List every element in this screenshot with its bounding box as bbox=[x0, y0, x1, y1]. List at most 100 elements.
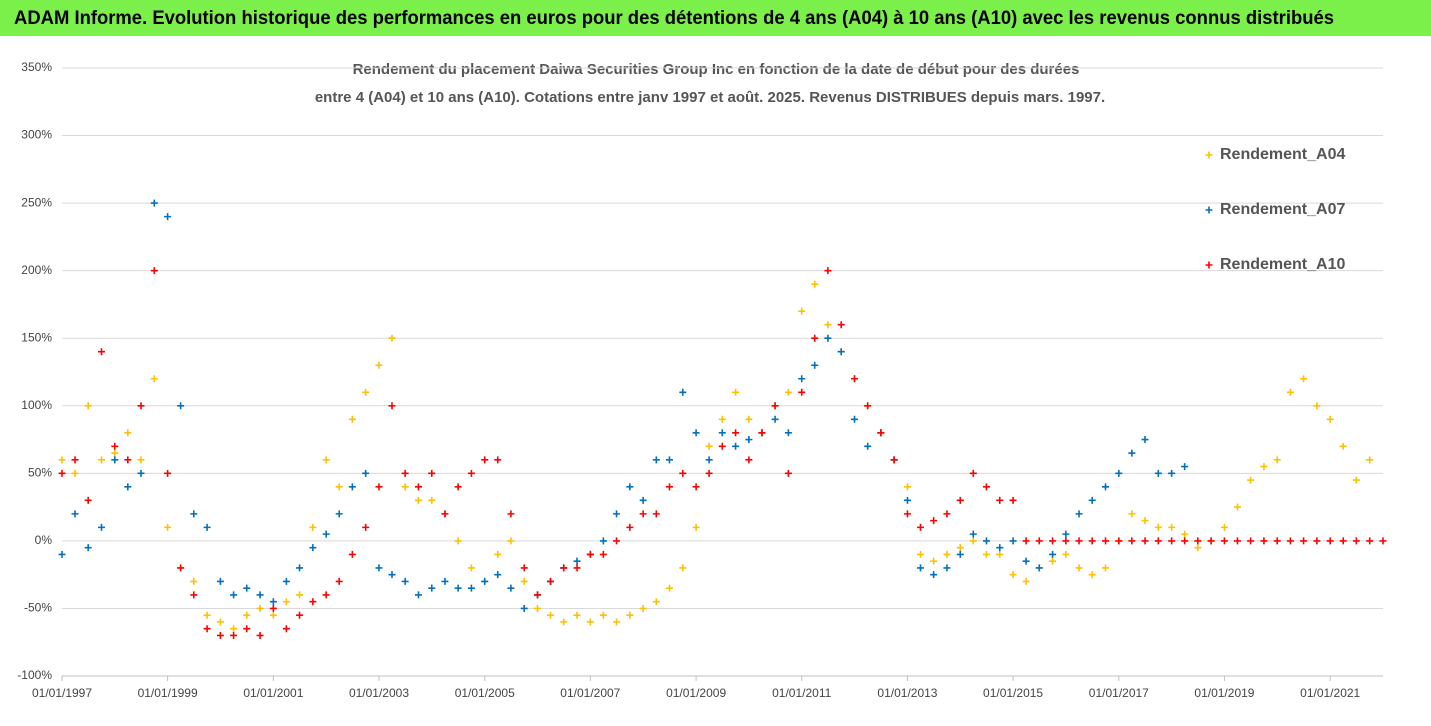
data-point bbox=[1128, 537, 1136, 545]
data-point bbox=[1366, 456, 1374, 464]
data-point bbox=[375, 483, 383, 491]
data-point bbox=[573, 611, 581, 619]
data-point bbox=[1194, 537, 1202, 545]
data-point bbox=[1075, 564, 1083, 572]
data-point bbox=[1260, 463, 1268, 471]
x-tick-label: 01/01/2009 bbox=[666, 686, 726, 700]
data-point bbox=[1141, 517, 1149, 525]
data-point bbox=[256, 591, 264, 599]
data-point bbox=[639, 496, 647, 504]
title-banner bbox=[0, 0, 1431, 36]
data-point bbox=[282, 598, 290, 606]
data-point bbox=[732, 442, 740, 450]
x-tick-label: 01/01/2019 bbox=[1194, 686, 1254, 700]
data-point bbox=[84, 496, 92, 504]
legend-marker bbox=[1205, 261, 1213, 269]
data-point bbox=[864, 442, 872, 450]
data-point bbox=[269, 598, 277, 606]
data-point bbox=[1260, 537, 1268, 545]
data-point bbox=[203, 611, 211, 619]
y-tick-label: 350% bbox=[21, 60, 52, 74]
data-point bbox=[877, 429, 885, 437]
data-point bbox=[718, 415, 726, 423]
data-point bbox=[1326, 537, 1334, 545]
data-point bbox=[824, 267, 832, 275]
data-point bbox=[1009, 537, 1017, 545]
data-point bbox=[467, 469, 475, 477]
x-tick-label: 01/01/2017 bbox=[1089, 686, 1149, 700]
data-point bbox=[1326, 415, 1334, 423]
data-point bbox=[414, 483, 422, 491]
data-point bbox=[930, 557, 938, 565]
data-point bbox=[745, 415, 753, 423]
data-point bbox=[256, 604, 264, 612]
data-point bbox=[613, 618, 621, 626]
legend-label: Rendement_A07 bbox=[1220, 201, 1345, 218]
x-tick-label: 01/01/2011 bbox=[772, 686, 831, 700]
y-tick-label: 50% bbox=[28, 466, 52, 480]
data-point bbox=[454, 537, 462, 545]
data-point bbox=[1220, 537, 1228, 545]
data-point bbox=[718, 429, 726, 437]
data-point bbox=[428, 496, 436, 504]
data-point bbox=[1181, 530, 1189, 538]
y-tick-label: -100% bbox=[17, 668, 52, 682]
data-point bbox=[296, 611, 304, 619]
data-point bbox=[1022, 577, 1030, 585]
data-point bbox=[348, 415, 356, 423]
data-point bbox=[111, 449, 119, 457]
data-point bbox=[322, 591, 330, 599]
data-point bbox=[943, 510, 951, 518]
data-point bbox=[348, 550, 356, 558]
data-point bbox=[335, 510, 343, 518]
data-point bbox=[718, 442, 726, 450]
data-point bbox=[1154, 523, 1162, 531]
chart-title: ADAM Informe. Evolution historique des p… bbox=[14, 8, 1334, 29]
data-point bbox=[309, 523, 317, 531]
x-tick-label: 01/01/1999 bbox=[138, 686, 198, 700]
data-point bbox=[1313, 537, 1321, 545]
data-point bbox=[322, 456, 330, 464]
data-point bbox=[943, 550, 951, 558]
data-point bbox=[441, 577, 449, 585]
data-point bbox=[1181, 463, 1189, 471]
data-point bbox=[824, 334, 832, 342]
data-point bbox=[811, 334, 819, 342]
data-point bbox=[428, 584, 436, 592]
data-point bbox=[230, 631, 238, 639]
data-point bbox=[1313, 402, 1321, 410]
data-point bbox=[1128, 449, 1136, 457]
data-point bbox=[903, 483, 911, 491]
data-point bbox=[1022, 537, 1030, 545]
data-point bbox=[481, 456, 489, 464]
data-point bbox=[401, 483, 409, 491]
data-point bbox=[679, 564, 687, 572]
data-point bbox=[230, 625, 238, 633]
data-point bbox=[203, 625, 211, 633]
data-point bbox=[956, 544, 964, 552]
data-point bbox=[388, 334, 396, 342]
data-point bbox=[520, 564, 528, 572]
data-point bbox=[1286, 388, 1294, 396]
data-point bbox=[599, 611, 607, 619]
data-point bbox=[534, 591, 542, 599]
data-point bbox=[507, 537, 515, 545]
legend-label: Rendement_A04 bbox=[1220, 146, 1345, 163]
data-point bbox=[84, 544, 92, 552]
x-tick-label: 01/01/2007 bbox=[560, 686, 620, 700]
data-point bbox=[692, 483, 700, 491]
data-point bbox=[1220, 523, 1228, 531]
data-point bbox=[309, 598, 317, 606]
data-point bbox=[520, 604, 528, 612]
data-point bbox=[1286, 537, 1294, 545]
y-tick-label: -50% bbox=[24, 601, 52, 615]
data-point bbox=[547, 611, 555, 619]
data-point bbox=[190, 577, 198, 585]
data-point bbox=[599, 537, 607, 545]
y-tick-label: 300% bbox=[21, 128, 52, 142]
data-point bbox=[1049, 550, 1057, 558]
x-tick-label: 01/01/2003 bbox=[349, 686, 409, 700]
data-point bbox=[784, 469, 792, 477]
x-tick-label: 01/01/2015 bbox=[983, 686, 1043, 700]
